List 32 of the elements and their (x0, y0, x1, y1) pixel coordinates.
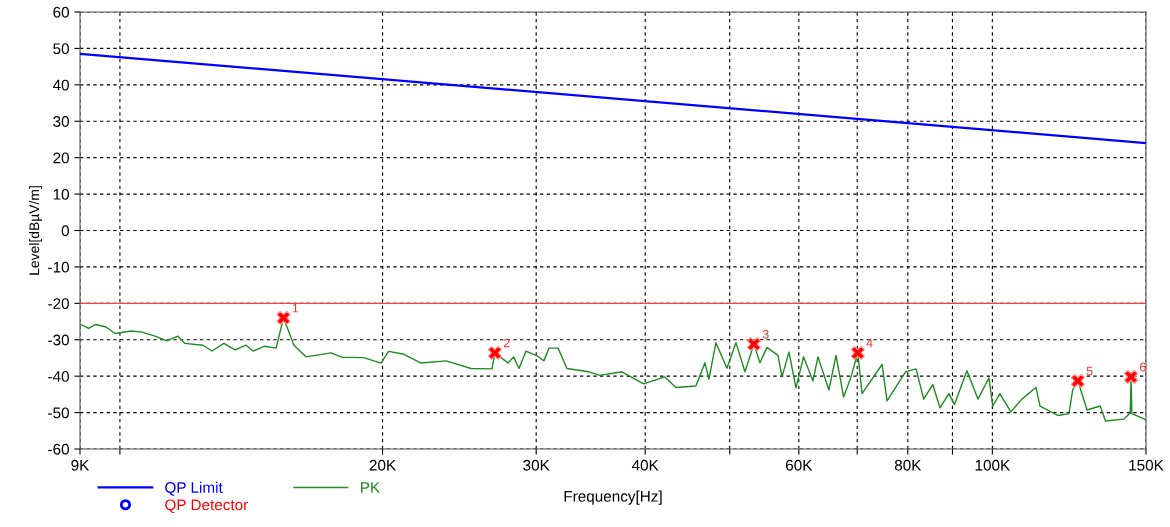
y-tick-label: 0 (61, 225, 69, 237)
y-tick-label: -10 (48, 261, 69, 273)
x-axis-title: Frequency[Hz] (564, 490, 662, 505)
annotation: 2 (503, 338, 510, 348)
y-tick-label: -60 (48, 443, 69, 455)
annotation: 3 (762, 329, 769, 339)
y-tick-label: 30 (53, 116, 69, 127)
y-tick-label: 60 (53, 6, 69, 18)
x-tick-label: 20K (369, 459, 396, 471)
x-tick-label: 100K (975, 459, 1011, 471)
y-tick-label: 40 (52, 79, 69, 91)
annotation: 6 (1140, 362, 1146, 372)
annotation: 4 (866, 338, 873, 348)
y-tick-label: -30 (48, 334, 69, 346)
y-axis-title: Level[dBµV/m] (29, 186, 42, 275)
y-tick-label: -20 (48, 298, 69, 310)
y-tick-label: -40 (48, 371, 69, 382)
annotation: 5 (1086, 366, 1093, 376)
y-tick-label: 10 (53, 188, 69, 200)
x-tick-label: 60K (786, 459, 813, 471)
y-tick-label: -50 (48, 407, 69, 419)
legend-label: PK (361, 482, 380, 493)
y-tick-label: 50 (53, 43, 69, 55)
annotation: 1 (292, 303, 299, 313)
y-tick-label: 20 (53, 152, 69, 164)
legend-label: QP Detector (165, 499, 248, 513)
x-tick-label: 40K (631, 459, 659, 471)
x-tick-label: 30K (523, 459, 550, 471)
x-tick-label: 9K (71, 459, 90, 471)
x-tick-label: 150K (1129, 459, 1164, 471)
x-tick-label: 80K (894, 459, 922, 471)
legend-label: QP Limit (165, 481, 223, 496)
